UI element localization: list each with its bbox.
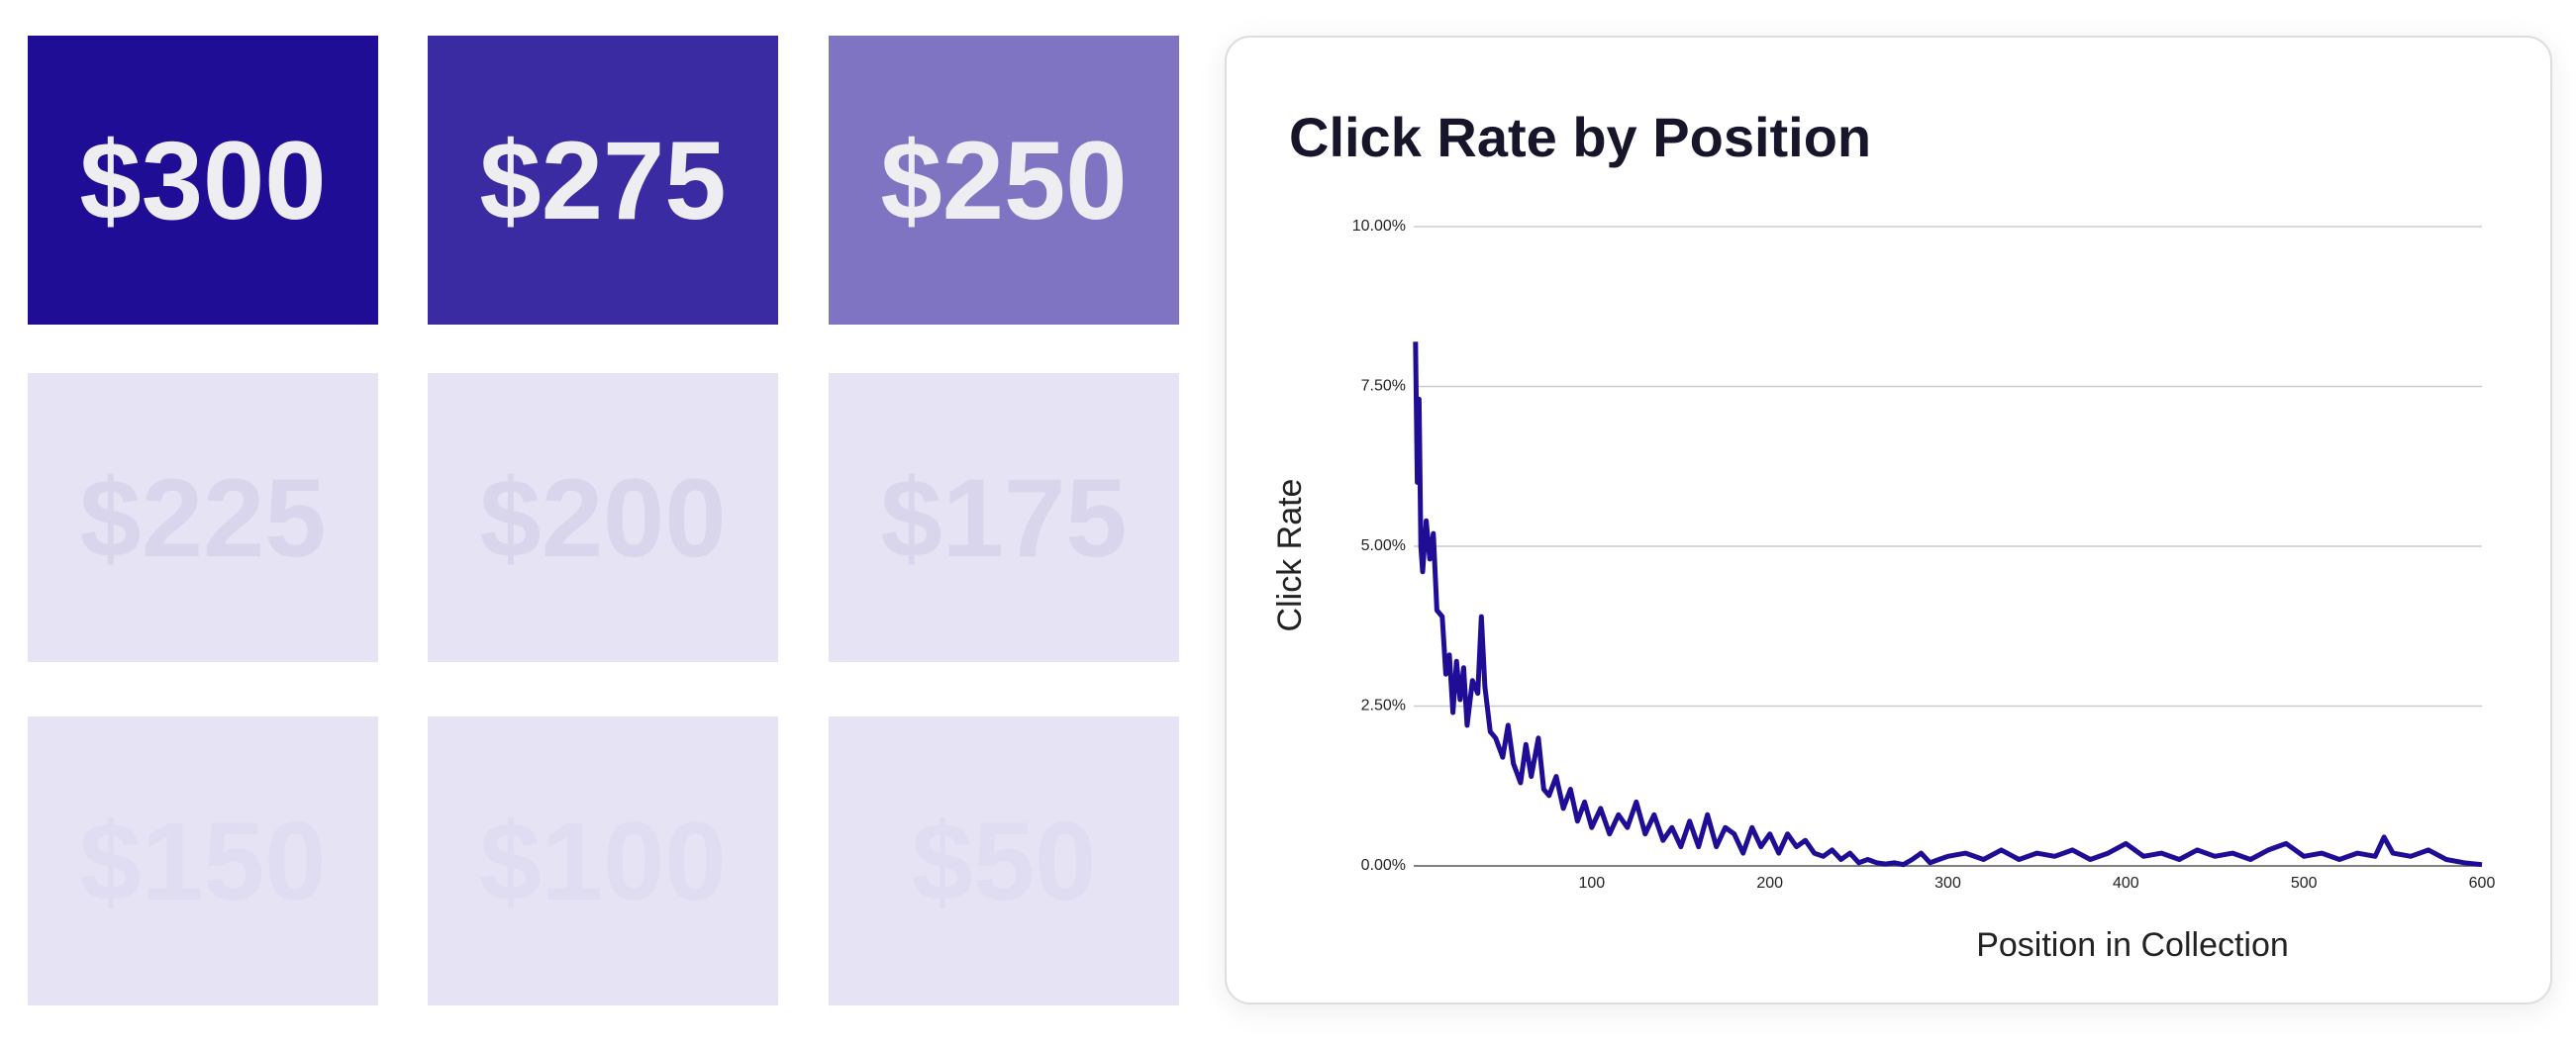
x-tick-label: 200 <box>1756 875 1783 892</box>
chart: Click Rate by Position Position in Colle… <box>1271 106 2496 964</box>
y-axis-title: Click Rate <box>1271 479 1309 632</box>
x-axis-title: Position in Collection <box>1976 926 2289 964</box>
price-tile[interactable]: $225 <box>28 373 378 662</box>
price-tile[interactable]: $100 <box>428 716 778 1005</box>
price-tile[interactable]: $300 <box>28 36 378 325</box>
y-tick-label: 5.00% <box>1361 537 1406 554</box>
data-line <box>1413 341 2483 868</box>
y-tick-label: 7.50% <box>1361 378 1406 395</box>
x-tick-label: 100 <box>1578 875 1605 892</box>
price-tile[interactable]: $250 <box>829 36 1179 325</box>
price-tile[interactable]: $200 <box>428 373 778 662</box>
y-tick-label: 0.00% <box>1361 857 1406 874</box>
x-tick-label: 600 <box>2469 875 2496 892</box>
chart-card: Click Rate by Position Position in Colle… <box>1225 36 2552 1004</box>
price-tile[interactable]: $275 <box>428 36 778 325</box>
x-tick-label: 400 <box>2113 875 2139 892</box>
price-tile[interactable]: $175 <box>829 373 1179 662</box>
y-tick-label: 10.00% <box>1352 218 1406 235</box>
x-tick-label: 500 <box>2291 875 2318 892</box>
x-tick-label: 300 <box>1934 875 1961 892</box>
chart-title: Click Rate by Position <box>1289 106 1871 168</box>
price-tile[interactable]: $50 <box>829 716 1179 1005</box>
price-tile[interactable]: $150 <box>28 716 378 1005</box>
y-tick-label: 2.50% <box>1361 698 1406 715</box>
